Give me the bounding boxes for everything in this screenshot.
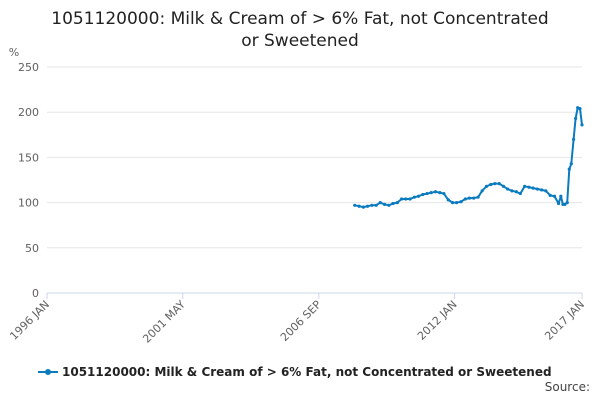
- data-point[interactable]: [510, 189, 514, 193]
- legend[interactable]: 1051120000: Milk & Cream of > 6% Fat, no…: [38, 365, 552, 379]
- x-tick-label: 2017 JAN: [542, 298, 587, 343]
- data-point[interactable]: [467, 196, 471, 200]
- data-point[interactable]: [459, 200, 463, 204]
- data-point[interactable]: [365, 204, 370, 208]
- data-point[interactable]: [571, 137, 576, 141]
- data-point[interactable]: [531, 186, 535, 190]
- legend-line-marker-icon: [38, 367, 58, 377]
- data-point[interactable]: [455, 201, 459, 205]
- chart-title-line-1: 1051120000: Milk & Cream of > 6% Fat, no…: [51, 9, 549, 29]
- data-point[interactable]: [472, 196, 476, 200]
- data-point[interactable]: [446, 198, 450, 202]
- data-point[interactable]: [400, 197, 404, 201]
- data-point[interactable]: [523, 184, 527, 188]
- data-point[interactable]: [416, 194, 421, 198]
- data-point[interactable]: [361, 205, 366, 209]
- y-tick-label: 150: [18, 151, 39, 164]
- data-point[interactable]: [489, 182, 493, 187]
- data-point[interactable]: [527, 185, 531, 189]
- data-point[interactable]: [391, 201, 395, 206]
- data-point[interactable]: [580, 123, 584, 127]
- data-point[interactable]: [497, 182, 501, 186]
- data-point[interactable]: [556, 201, 561, 206]
- series-group: [353, 106, 584, 209]
- data-point[interactable]: [484, 184, 489, 188]
- y-axis-ticks: 0 50 100 150 200 250: [18, 61, 39, 300]
- y-axis-label: %: [9, 46, 19, 59]
- data-point[interactable]: [563, 202, 567, 207]
- data-point[interactable]: [387, 203, 391, 207]
- x-tick-label: 1996 JAN: [7, 298, 52, 343]
- data-point[interactable]: [382, 202, 387, 207]
- data-point[interactable]: [578, 106, 582, 111]
- data-point[interactable]: [514, 190, 518, 194]
- data-point[interactable]: [450, 201, 455, 205]
- data-point[interactable]: [370, 203, 374, 207]
- data-point[interactable]: [544, 189, 548, 193]
- data-point[interactable]: [506, 187, 510, 191]
- data-point[interactable]: [574, 116, 578, 121]
- data-point[interactable]: [395, 201, 399, 205]
- chart-title-line-2: or Sweetened: [241, 31, 359, 51]
- data-point[interactable]: [463, 197, 467, 201]
- data-point[interactable]: [480, 189, 484, 193]
- data-point[interactable]: [421, 192, 425, 197]
- data-point[interactable]: [412, 195, 416, 199]
- data-point[interactable]: [442, 191, 446, 196]
- data-point[interactable]: [357, 204, 361, 208]
- data-point[interactable]: [552, 194, 557, 198]
- x-tick-label: 2006 SEP: [278, 298, 324, 344]
- data-point[interactable]: [567, 167, 571, 171]
- data-point[interactable]: [353, 203, 357, 207]
- data-point[interactable]: [408, 197, 412, 201]
- data-point[interactable]: [425, 191, 429, 196]
- y-tick-label: 250: [18, 61, 39, 74]
- legend-label: 1051120000: Milk & Cream of > 6% Fat, no…: [62, 365, 552, 379]
- data-point[interactable]: [540, 188, 544, 192]
- y-tick-label: 0: [32, 287, 39, 300]
- data-point[interactable]: [518, 191, 522, 196]
- chart-title: 1051120000: Milk & Cream of > 6% Fat, no…: [0, 8, 600, 52]
- y-tick-label: 200: [18, 106, 39, 119]
- data-point[interactable]: [438, 191, 442, 195]
- data-point[interactable]: [535, 187, 540, 191]
- data-point[interactable]: [476, 195, 480, 199]
- gridlines: [47, 66, 582, 249]
- data-point[interactable]: [378, 201, 382, 205]
- data-point[interactable]: [559, 194, 563, 198]
- data-point[interactable]: [433, 190, 438, 194]
- data-point[interactable]: [429, 191, 433, 195]
- data-point[interactable]: [374, 203, 378, 207]
- source-label: Source:: [544, 380, 590, 394]
- data-point[interactable]: [565, 201, 569, 205]
- data-point[interactable]: [569, 162, 573, 166]
- data-point[interactable]: [404, 197, 408, 201]
- y-tick-label: 50: [25, 242, 39, 255]
- x-tick-label: 2001 MAY: [140, 298, 188, 346]
- x-axis: 1996 JAN 2001 MAY 2006 SEP 2012 JAN 2017 JAN: [7, 292, 587, 346]
- data-point[interactable]: [493, 182, 497, 186]
- data-point[interactable]: [501, 184, 506, 188]
- y-tick-label: 100: [18, 197, 39, 210]
- x-tick-label: 2012 JAN: [415, 298, 460, 343]
- data-point[interactable]: [548, 193, 552, 197]
